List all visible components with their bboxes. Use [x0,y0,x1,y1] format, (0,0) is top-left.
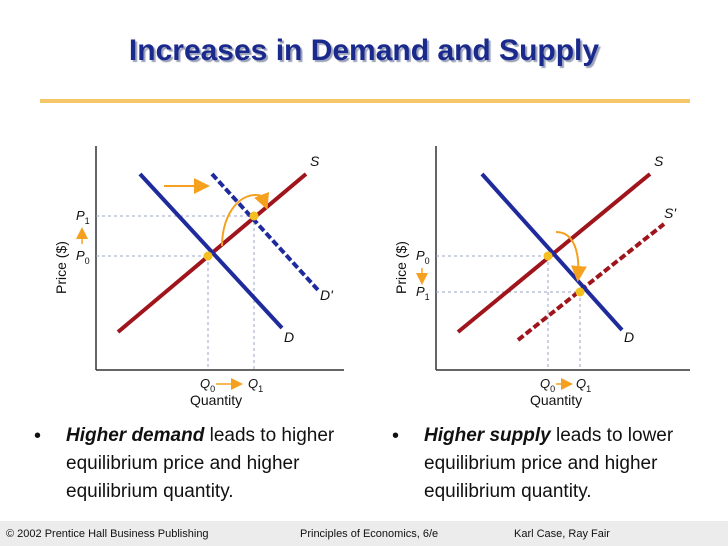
left-bullet: • Higher demand leads to higher equilibr… [34,422,354,506]
right-graph: S S' D P0 P1 Q0 Q1 Quantity Price ($) [393,146,690,408]
left-demand-label: D [284,329,294,345]
left-p1-label: P1 [76,208,90,226]
right-demand-curve [480,172,624,332]
title-divider [40,99,690,103]
left-equilibrium-initial [203,251,213,261]
left-bullet-text: leads to higher equilibrium price and hi… [66,425,335,502]
footer-book: Principles of Economics, 6/e [300,528,439,540]
right-q0-label: Q0 [540,376,555,394]
right-new-supply-curve [516,222,666,342]
slide-title: Increases in Demand and Supply [128,34,600,67]
right-equilibrium-initial [543,251,553,261]
left-graph: S D D' P1 P0 Q0 Q1 Quantity Price ($) [53,146,344,408]
right-bullet-emphasis: Higher supply [424,425,551,446]
right-y-axis-label: Price ($) [393,241,409,294]
left-new-demand-label: D' [320,287,334,303]
right-supply-label: S [654,153,664,169]
right-bullet: • Higher supply leads to lower equilibri… [392,422,712,506]
right-new-supply-label: S' [664,205,677,221]
left-equilibrium-new [249,211,259,221]
left-q1-label: Q1 [248,376,263,394]
right-movement-arrow [555,231,587,282]
bullet-dot-icon: • [34,425,42,447]
left-new-demand-curve [210,172,320,292]
left-demand-curve [138,172,284,330]
right-p1-label: P1 [416,284,430,302]
right-demand-label: D [624,329,634,345]
left-y-axis-label: Price ($) [53,241,69,294]
footer-publisher: © 2002 Prentice Hall Business Publishing [6,528,209,540]
right-equilibrium-new [575,287,585,297]
right-p0-label: P0 [416,248,430,266]
right-bullet-text: leads to lower equilibrium price and hig… [424,425,674,502]
right-q1-label: Q1 [576,376,591,394]
right-x-axis-label: Quantity [530,392,582,408]
left-x-axis-label: Quantity [190,392,242,408]
footer-authors: Karl Case, Ray Fair [514,528,610,540]
left-movement-arrow [221,191,269,247]
left-p0-label: P0 [76,248,90,266]
left-bullet-emphasis: Higher demand [66,425,205,446]
left-q0-label: Q0 [200,376,215,394]
bullet-dot-icon: • [392,425,400,447]
slide-footer: © 2002 Prentice Hall Business Publishing… [0,521,728,546]
left-supply-label: S [310,153,320,169]
